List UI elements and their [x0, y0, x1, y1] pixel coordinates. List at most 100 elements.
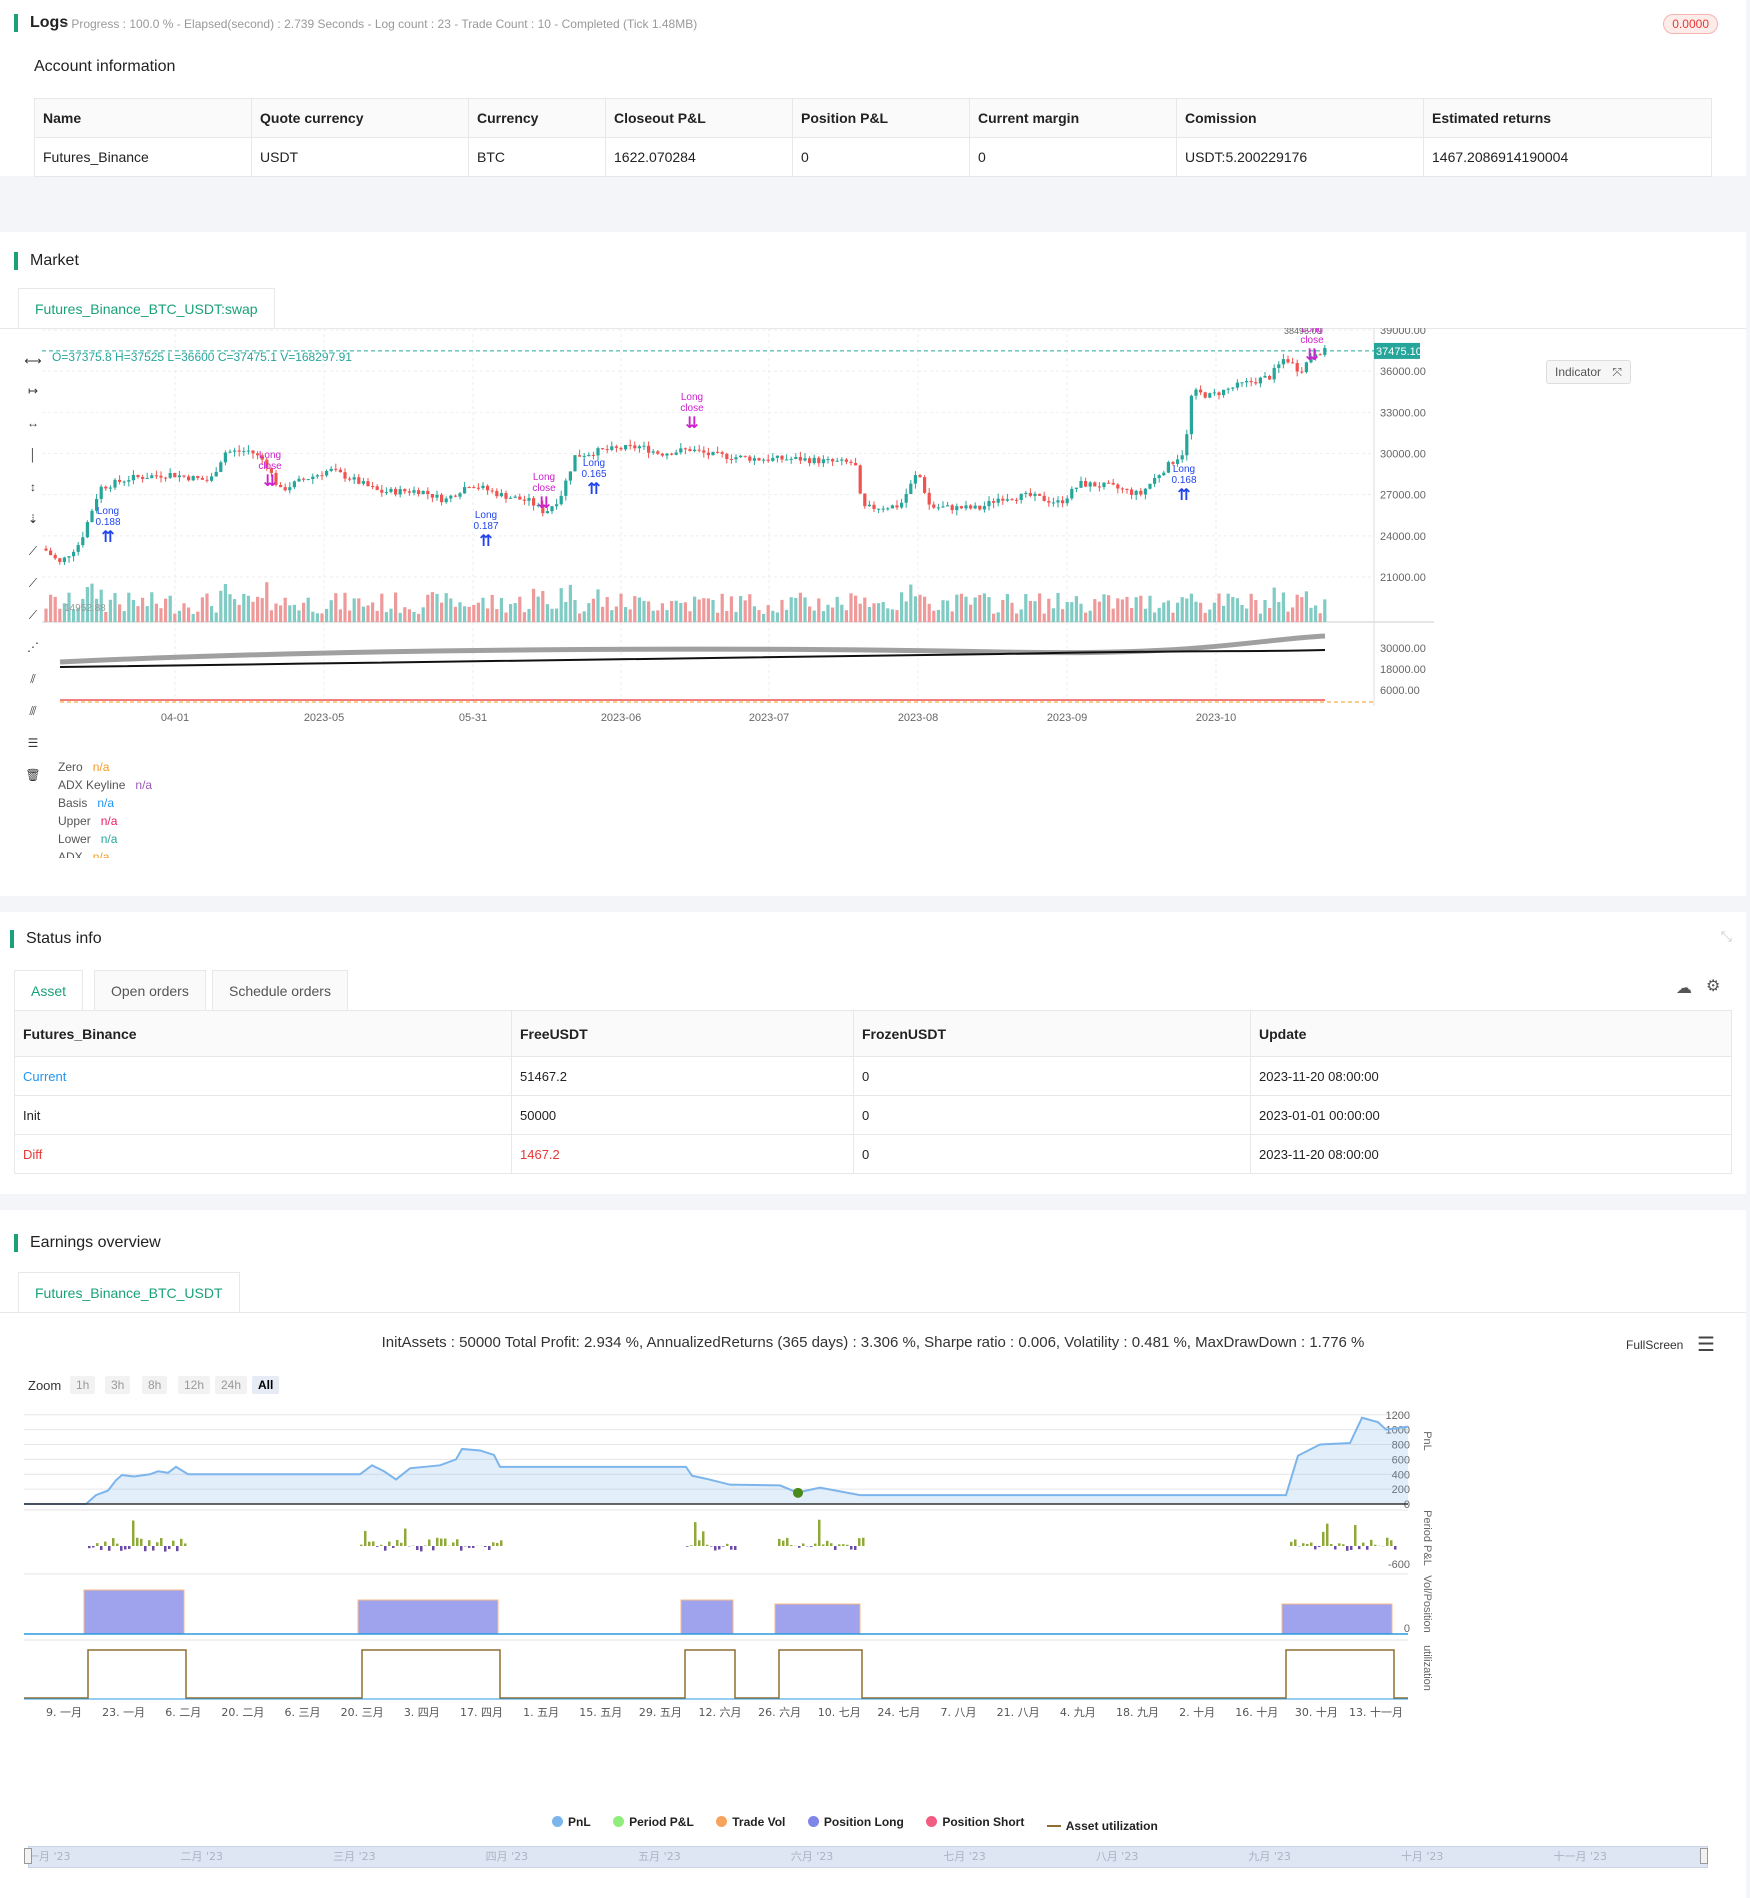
market-chart[interactable]: 39000.00 36000.00 33000.00 30000.00 27000.00… [0, 328, 1746, 848]
logs-badge[interactable]: 0.0000 [1663, 14, 1718, 34]
volume-bar [987, 597, 991, 622]
zoom-3h-button[interactable]: 3h [105, 1376, 131, 1394]
axis-title: Vol/Position [1421, 1575, 1433, 1632]
legend-asset-utilization[interactable]: Asset utilization [1046, 1819, 1158, 1833]
volume-bar [269, 610, 273, 622]
candle-body [315, 475, 319, 477]
candle-body [223, 452, 227, 463]
candle-body [403, 489, 407, 492]
zoom-24h-button[interactable]: 24h [215, 1376, 248, 1394]
collapse-icon[interactable]: ⤡ [1720, 928, 1732, 944]
fib-tool-icon[interactable]: ⫻ [29, 704, 37, 718]
candle-body [647, 445, 651, 453]
volume-bar [1111, 608, 1115, 622]
volume-bar [996, 612, 1000, 622]
volume-bar [964, 596, 968, 622]
candle-body [789, 458, 793, 460]
volume-bar [614, 606, 618, 622]
horizontal-ray-tool-icon[interactable]: ↦ [27, 384, 39, 398]
candle-body [343, 472, 347, 479]
earnings-symbol-tab[interactable]: Futures_Binance_BTC_USDT [18, 1272, 240, 1313]
trend-line-tool-icon[interactable]: ⟋ [28, 544, 38, 558]
expand-icon[interactable]: ⤧ [1612, 365, 1622, 379]
price-line-tool-icon[interactable]: ⋰ [27, 640, 39, 654]
candle-body [1038, 493, 1042, 496]
vertical-segment-tool-icon[interactable]: ↕ [30, 480, 36, 494]
horizontal-segment-tool-icon[interactable]: ↔ [27, 416, 39, 430]
parallel-channel-tool-icon[interactable]: ⫽ [30, 672, 36, 686]
volume-bar [357, 598, 361, 622]
volume-bar [932, 610, 936, 622]
volume-bar [1005, 594, 1009, 622]
candle-body [1304, 362, 1308, 373]
fib-levels-tool-icon[interactable]: ☰ [27, 736, 39, 750]
volume-bar [513, 603, 517, 622]
tab-schedule-orders[interactable]: Schedule orders [212, 970, 348, 1011]
volume-bar [858, 603, 862, 622]
volume-bar [1199, 602, 1203, 622]
fullscreen-button[interactable]: FullScreen [1626, 1338, 1684, 1352]
earnings-chart[interactable]: 16001400120010008006004002000-6000PnLPer… [0, 1406, 1746, 1886]
candle-body [1291, 362, 1295, 364]
volume-bar [849, 593, 853, 622]
candle-body [527, 498, 531, 501]
volume-bar [748, 594, 752, 622]
indicator-legend: Zero n/a ADX Keyline n/a Basis n/a Upper… [58, 758, 152, 858]
vertical-line-tool-icon[interactable]: │ [29, 448, 37, 462]
candle-body [923, 477, 927, 493]
period-pnl-bar [814, 1543, 817, 1546]
volume-bar [67, 592, 71, 622]
legend-period-pnl[interactable]: Period P&L [613, 1815, 694, 1829]
zoom-8h-button[interactable]: 8h [142, 1376, 168, 1394]
ray-line-tool-icon[interactable]: ⟋ [28, 576, 38, 590]
zoom-1h-button[interactable]: 1h [70, 1376, 96, 1394]
volume-bar [596, 589, 600, 622]
candle-body [812, 457, 816, 464]
trash-icon[interactable]: 🗑 [25, 768, 41, 782]
legend-lower: Lower n/a [58, 830, 152, 848]
volume-bar [1088, 610, 1092, 622]
volume-bar [1203, 612, 1207, 622]
indicator-button[interactable]: Indicator ⤧ [1546, 360, 1631, 384]
download-icon[interactable]: ☁ [1676, 980, 1692, 997]
hamburger-menu-icon[interactable]: ☰ [1697, 1334, 1715, 1356]
candle-body [1162, 472, 1166, 476]
volume-bar [656, 610, 660, 622]
legend-pnl[interactable]: PnL [552, 1815, 591, 1829]
candle-body [260, 455, 264, 460]
segment-tool-icon[interactable]: ⟋ [28, 608, 38, 622]
candle-body [297, 478, 301, 482]
period-pnl-bar [850, 1546, 853, 1550]
legend-trade-vol[interactable]: Trade Vol [716, 1815, 785, 1829]
volume-bar [1130, 608, 1134, 622]
navigator-right-handle[interactable] [1700, 1848, 1708, 1864]
volume-bar [62, 603, 66, 622]
volume-bar [1171, 612, 1175, 622]
candle-body [141, 477, 145, 479]
period-pnl-bar [1314, 1546, 1317, 1550]
tab-open-orders[interactable]: Open orders [94, 970, 206, 1011]
candle-body [407, 491, 411, 493]
candle-body [1212, 392, 1216, 394]
volume-bar [821, 611, 825, 622]
volume-bar [214, 612, 218, 622]
asset-cell-label[interactable]: Current [14, 1056, 512, 1096]
tab-asset[interactable]: Asset [14, 970, 84, 1011]
zoom-all-button[interactable]: All [252, 1376, 280, 1394]
volume-bar [729, 596, 733, 622]
legend-position-long[interactable]: Position Long [807, 1815, 904, 1829]
vertical-ray-tool-icon[interactable]: ⇣ [27, 512, 39, 526]
period-pnl-bar [152, 1546, 155, 1551]
basis-line [59, 649, 1326, 668]
legend-position-short[interactable]: Position Short [926, 1815, 1024, 1829]
volume-bar [1042, 613, 1046, 622]
market-symbol-tab[interactable]: Futures_Binance_BTC_USDT:swap [18, 288, 275, 329]
zoom-12h-button[interactable]: 12h [178, 1376, 211, 1394]
legend-dot [613, 1816, 625, 1827]
period-pnl-bar [380, 1544, 383, 1546]
candle-body [1249, 381, 1253, 383]
navigator-left-handle[interactable] [24, 1848, 32, 1864]
settings-gear-icon[interactable]: ⚙ [1706, 978, 1721, 995]
horizontal-line-tool-icon[interactable]: ⟷ [24, 354, 42, 368]
period-pnl-bar [108, 1546, 111, 1551]
